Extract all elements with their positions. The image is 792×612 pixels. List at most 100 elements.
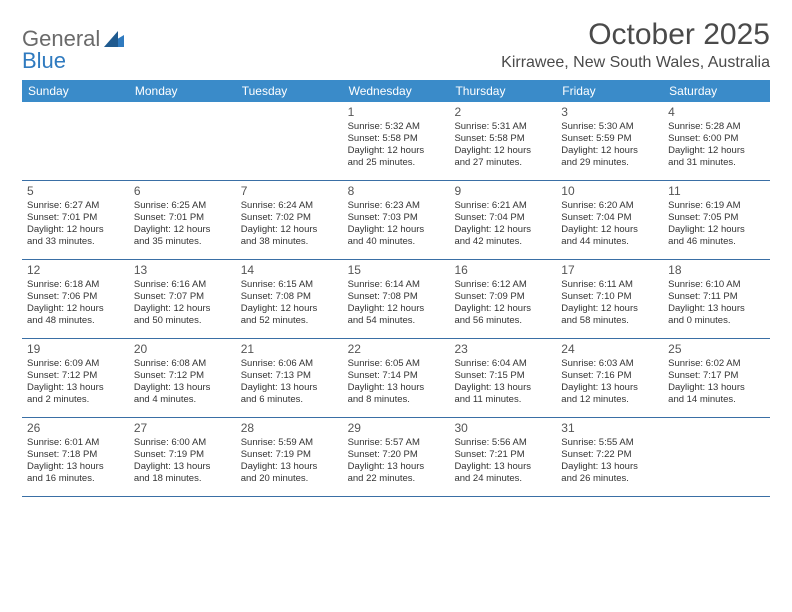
- day-sunset: Sunset: 7:22 PM: [561, 449, 658, 461]
- day-sunrise: Sunrise: 6:27 AM: [27, 200, 124, 212]
- day-cell: 9Sunrise: 6:21 AMSunset: 7:04 PMDaylight…: [449, 181, 556, 259]
- day-sunset: Sunset: 7:12 PM: [27, 370, 124, 382]
- day-sunset: Sunset: 7:02 PM: [241, 212, 338, 224]
- day-number: 24: [561, 342, 658, 357]
- day-cell: 16Sunrise: 6:12 AMSunset: 7:09 PMDayligh…: [449, 260, 556, 338]
- dow-cell: Thursday: [449, 80, 556, 102]
- week-row: 1Sunrise: 5:32 AMSunset: 5:58 PMDaylight…: [22, 102, 770, 181]
- logo-word2: Blue: [22, 48, 66, 74]
- day-cell: 18Sunrise: 6:10 AMSunset: 7:11 PMDayligh…: [663, 260, 770, 338]
- day-daylight2: and 56 minutes.: [454, 315, 551, 327]
- day-daylight1: Daylight: 13 hours: [27, 382, 124, 394]
- day-daylight1: Daylight: 12 hours: [241, 303, 338, 315]
- day-daylight2: and 11 minutes.: [454, 394, 551, 406]
- day-cell: 21Sunrise: 6:06 AMSunset: 7:13 PMDayligh…: [236, 339, 343, 417]
- day-sunset: Sunset: 7:10 PM: [561, 291, 658, 303]
- day-sunrise: Sunrise: 6:05 AM: [348, 358, 445, 370]
- day-daylight1: Daylight: 12 hours: [668, 145, 765, 157]
- day-sunset: Sunset: 7:07 PM: [134, 291, 231, 303]
- day-daylight1: Daylight: 13 hours: [27, 461, 124, 473]
- day-daylight1: Daylight: 13 hours: [134, 382, 231, 394]
- day-daylight2: and 25 minutes.: [348, 157, 445, 169]
- day-number: 19: [27, 342, 124, 357]
- day-daylight2: and 2 minutes.: [27, 394, 124, 406]
- day-daylight2: and 35 minutes.: [134, 236, 231, 248]
- day-daylight2: and 12 minutes.: [561, 394, 658, 406]
- day-sunset: Sunset: 7:21 PM: [454, 449, 551, 461]
- day-cell: 13Sunrise: 6:16 AMSunset: 7:07 PMDayligh…: [129, 260, 236, 338]
- week-row: 26Sunrise: 6:01 AMSunset: 7:18 PMDayligh…: [22, 418, 770, 497]
- day-number: 21: [241, 342, 338, 357]
- day-daylight1: Daylight: 12 hours: [454, 224, 551, 236]
- day-number: 8: [348, 184, 445, 199]
- day-daylight1: Daylight: 13 hours: [668, 382, 765, 394]
- day-sunrise: Sunrise: 5:30 AM: [561, 121, 658, 133]
- day-sunset: Sunset: 7:04 PM: [454, 212, 551, 224]
- day-sunrise: Sunrise: 6:12 AM: [454, 279, 551, 291]
- day-number: 29: [348, 421, 445, 436]
- day-sunrise: Sunrise: 6:16 AM: [134, 279, 231, 291]
- day-sunrise: Sunrise: 6:06 AM: [241, 358, 338, 370]
- day-sunrise: Sunrise: 6:01 AM: [27, 437, 124, 449]
- month-title: October 2025: [501, 18, 770, 52]
- day-number: 16: [454, 263, 551, 278]
- day-cell: [236, 102, 343, 180]
- day-daylight1: Daylight: 12 hours: [27, 224, 124, 236]
- week-row: 5Sunrise: 6:27 AMSunset: 7:01 PMDaylight…: [22, 181, 770, 260]
- day-daylight2: and 29 minutes.: [561, 157, 658, 169]
- day-sunset: Sunset: 7:13 PM: [241, 370, 338, 382]
- day-sunset: Sunset: 5:58 PM: [348, 133, 445, 145]
- day-daylight1: Daylight: 12 hours: [241, 224, 338, 236]
- day-daylight1: Daylight: 12 hours: [561, 303, 658, 315]
- weeks-container: 1Sunrise: 5:32 AMSunset: 5:58 PMDaylight…: [22, 102, 770, 497]
- day-number: 27: [134, 421, 231, 436]
- day-sunset: Sunset: 7:06 PM: [27, 291, 124, 303]
- day-daylight1: Daylight: 13 hours: [561, 461, 658, 473]
- day-number: 17: [561, 263, 658, 278]
- day-number: 12: [27, 263, 124, 278]
- day-sunset: Sunset: 7:18 PM: [27, 449, 124, 461]
- day-number: 18: [668, 263, 765, 278]
- day-sunset: Sunset: 7:03 PM: [348, 212, 445, 224]
- day-cell: 25Sunrise: 6:02 AMSunset: 7:17 PMDayligh…: [663, 339, 770, 417]
- day-cell: [129, 102, 236, 180]
- day-number: 23: [454, 342, 551, 357]
- day-daylight1: Daylight: 12 hours: [454, 303, 551, 315]
- day-sunrise: Sunrise: 6:11 AM: [561, 279, 658, 291]
- calendar: SundayMondayTuesdayWednesdayThursdayFrid…: [22, 80, 770, 497]
- day-sunrise: Sunrise: 6:15 AM: [241, 279, 338, 291]
- day-cell: 24Sunrise: 6:03 AMSunset: 7:16 PMDayligh…: [556, 339, 663, 417]
- day-daylight2: and 38 minutes.: [241, 236, 338, 248]
- day-sunset: Sunset: 7:14 PM: [348, 370, 445, 382]
- day-sunset: Sunset: 7:08 PM: [241, 291, 338, 303]
- day-daylight1: Daylight: 12 hours: [348, 145, 445, 157]
- day-daylight1: Daylight: 12 hours: [134, 224, 231, 236]
- day-cell: 15Sunrise: 6:14 AMSunset: 7:08 PMDayligh…: [343, 260, 450, 338]
- day-daylight1: Daylight: 12 hours: [27, 303, 124, 315]
- day-number: 15: [348, 263, 445, 278]
- day-sunrise: Sunrise: 6:09 AM: [27, 358, 124, 370]
- day-cell: 29Sunrise: 5:57 AMSunset: 7:20 PMDayligh…: [343, 418, 450, 496]
- day-daylight2: and 33 minutes.: [27, 236, 124, 248]
- day-number: 7: [241, 184, 338, 199]
- day-daylight1: Daylight: 12 hours: [348, 224, 445, 236]
- dow-cell: Saturday: [663, 80, 770, 102]
- day-daylight1: Daylight: 13 hours: [348, 382, 445, 394]
- day-daylight2: and 8 minutes.: [348, 394, 445, 406]
- day-sunset: Sunset: 7:05 PM: [668, 212, 765, 224]
- day-daylight2: and 52 minutes.: [241, 315, 338, 327]
- title-block: October 2025 Kirrawee, New South Wales, …: [501, 18, 770, 72]
- day-daylight2: and 27 minutes.: [454, 157, 551, 169]
- day-daylight2: and 6 minutes.: [241, 394, 338, 406]
- day-sunrise: Sunrise: 5:57 AM: [348, 437, 445, 449]
- logo-icon: [104, 31, 124, 47]
- day-cell: [22, 102, 129, 180]
- day-daylight2: and 50 minutes.: [134, 315, 231, 327]
- day-cell: 31Sunrise: 5:55 AMSunset: 7:22 PMDayligh…: [556, 418, 663, 496]
- day-cell: 23Sunrise: 6:04 AMSunset: 7:15 PMDayligh…: [449, 339, 556, 417]
- day-sunrise: Sunrise: 5:31 AM: [454, 121, 551, 133]
- day-daylight2: and 22 minutes.: [348, 473, 445, 485]
- day-daylight2: and 14 minutes.: [668, 394, 765, 406]
- day-sunset: Sunset: 7:17 PM: [668, 370, 765, 382]
- day-cell: 1Sunrise: 5:32 AMSunset: 5:58 PMDaylight…: [343, 102, 450, 180]
